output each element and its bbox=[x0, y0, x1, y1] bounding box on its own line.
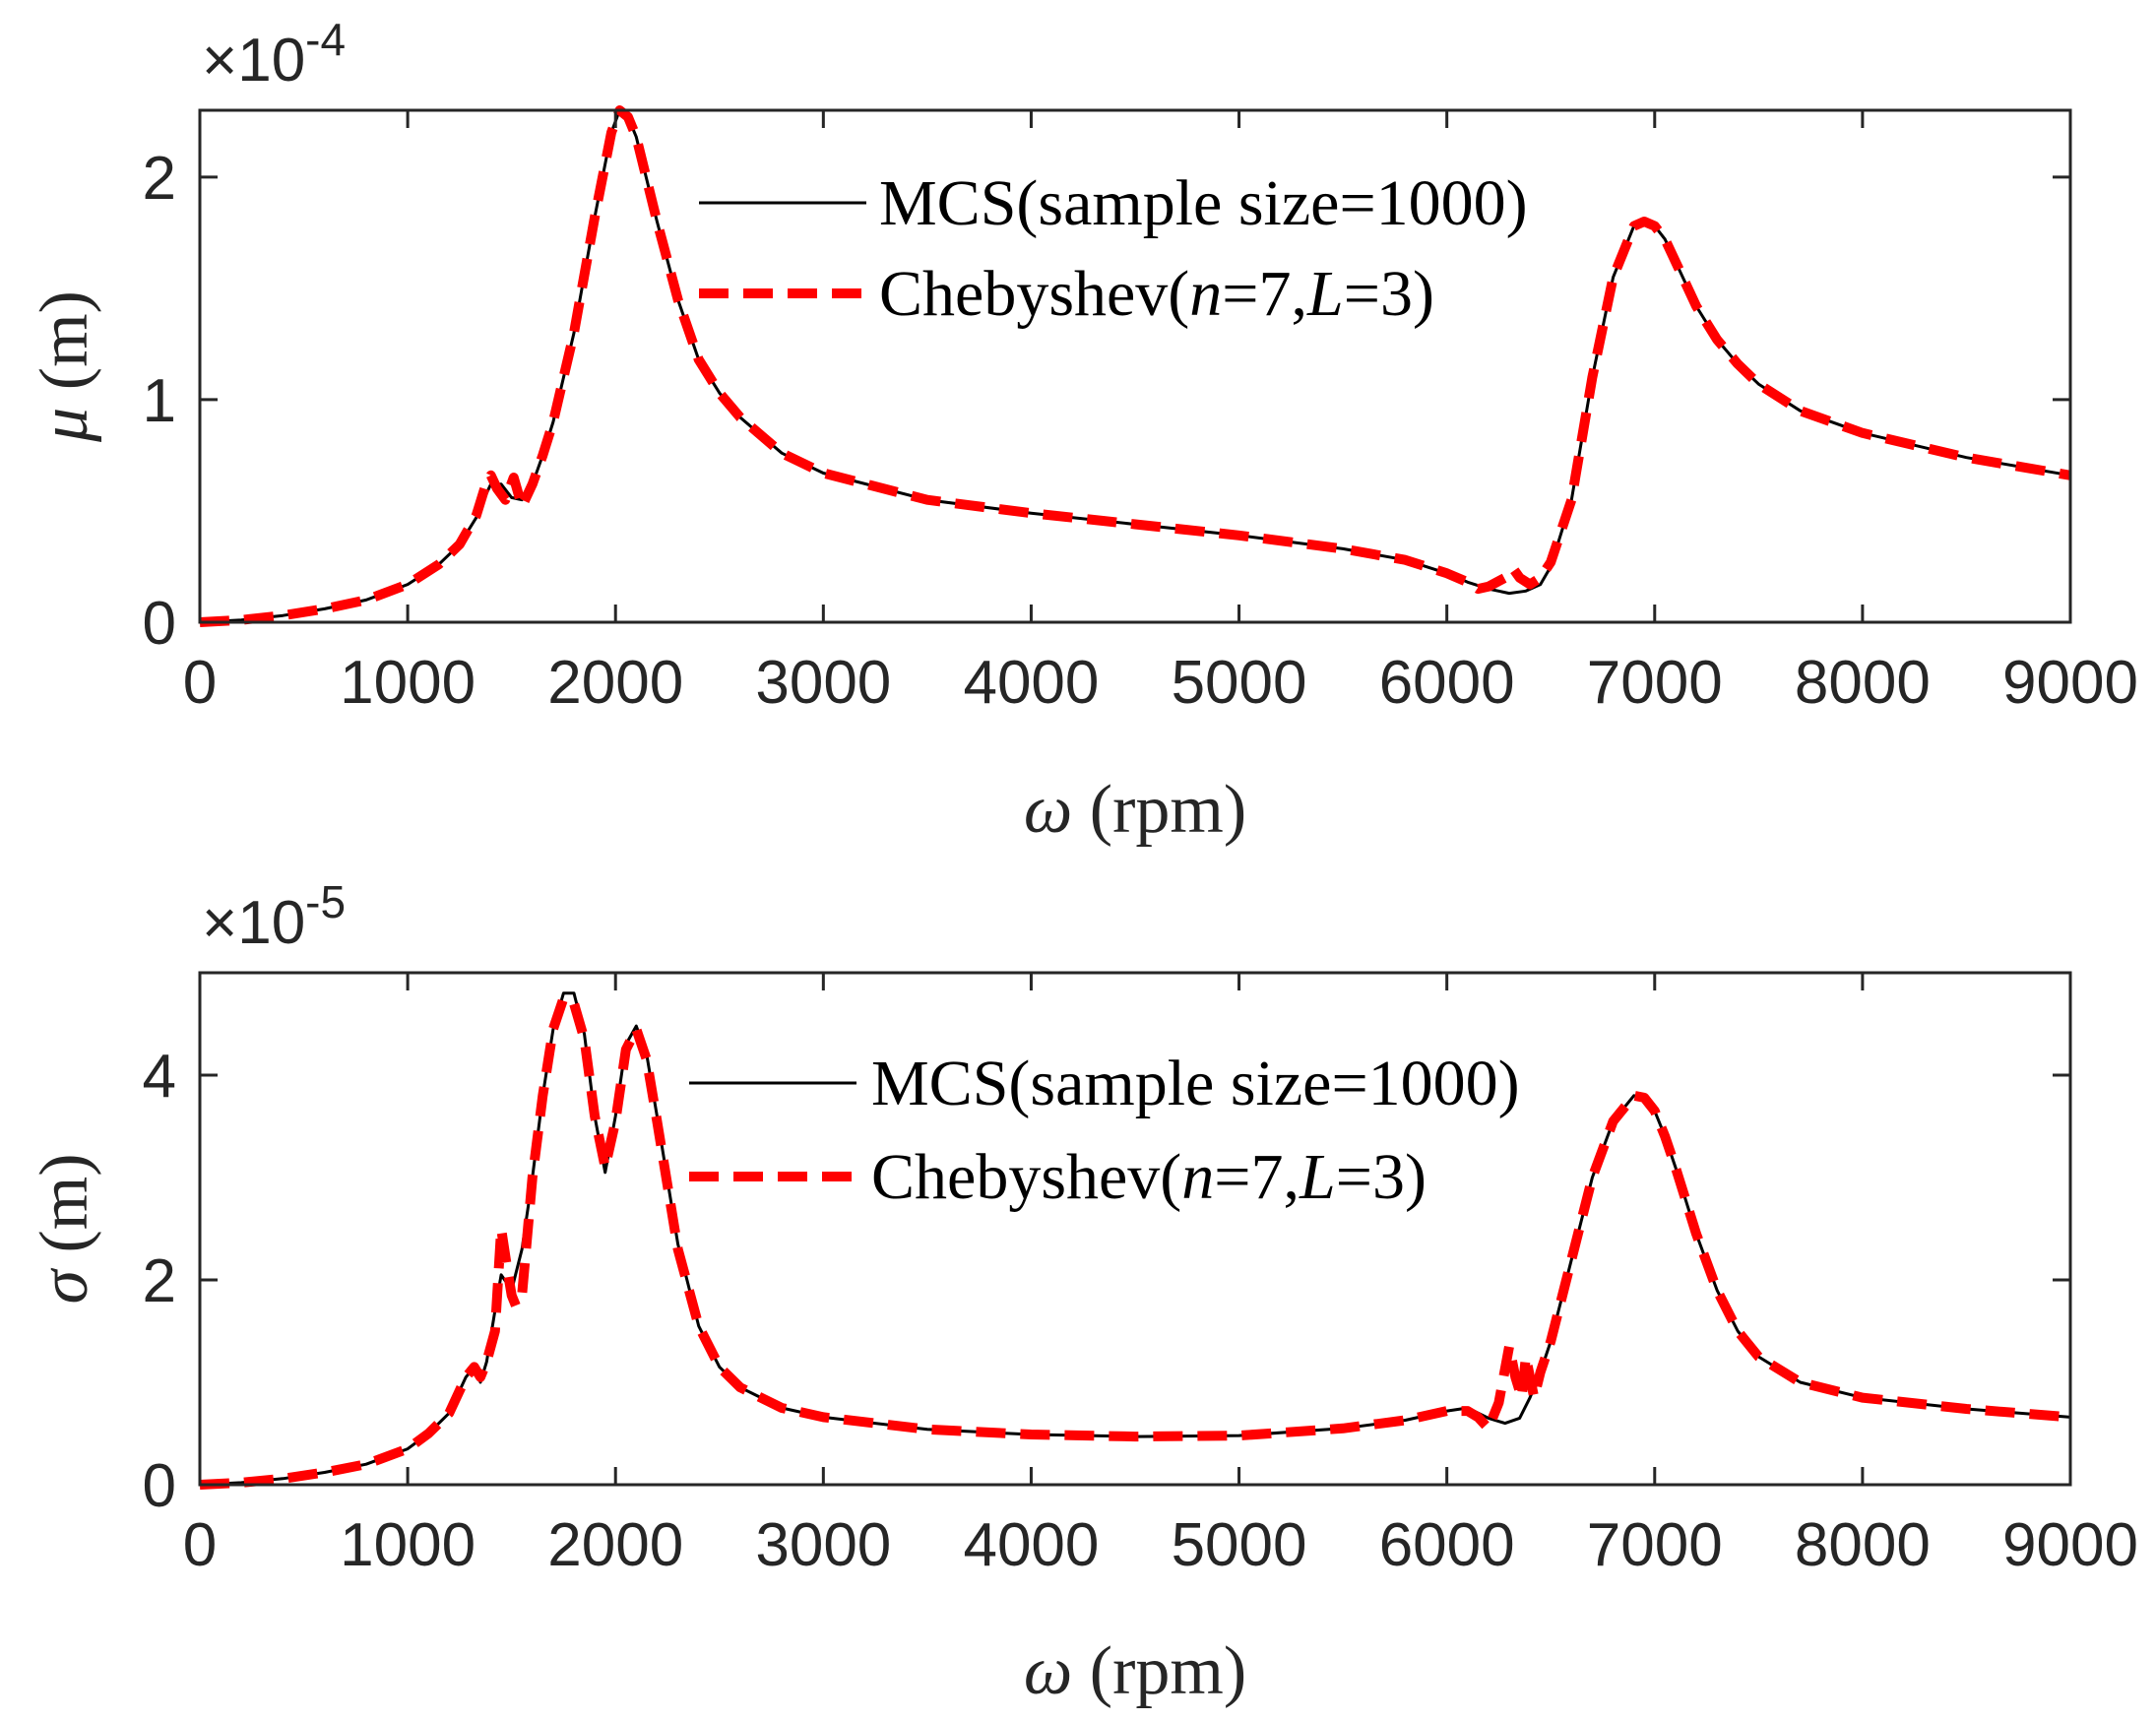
x-axis-label: ω (rpm) bbox=[1024, 1633, 1246, 1709]
x-tick-label: 0 bbox=[183, 649, 217, 717]
x-axis-label: ω (rpm) bbox=[1024, 772, 1246, 848]
legend-text-part: Chebyshev( bbox=[871, 1141, 1181, 1213]
y-tick-label: 2 bbox=[143, 145, 176, 213]
legend-text-part: Chebyshev( bbox=[879, 258, 1189, 330]
y-tick-label: 0 bbox=[143, 590, 176, 658]
legend: MCS(sample size=1000) Chebyshev(n=7,L=3) bbox=[689, 1048, 1520, 1213]
x-tick-label: 1000 bbox=[340, 649, 476, 717]
x-tick-label: 8000 bbox=[1795, 649, 1931, 717]
x-tick-label: 7000 bbox=[1587, 1511, 1723, 1579]
legend-text-part: =7, bbox=[1214, 1141, 1300, 1213]
legend-text-part: L bbox=[1306, 258, 1344, 330]
x-tick-label: 4000 bbox=[963, 649, 1099, 717]
x-tick-label: 9000 bbox=[2002, 1511, 2138, 1579]
x-tick-label: 9000 bbox=[2002, 649, 2138, 717]
y-tick-label: 2 bbox=[143, 1247, 176, 1315]
series-layer bbox=[199, 105, 2071, 627]
plot-area bbox=[200, 110, 2070, 622]
x-tick-label: 5000 bbox=[1172, 649, 1307, 717]
legend: MCS(sample size=1000) Chebyshev(n=7,L=3) bbox=[699, 167, 1528, 330]
series-line-chebyshev bbox=[199, 105, 2071, 627]
x-tick-label: 4000 bbox=[963, 1511, 1099, 1579]
y-axis-label: μ (m) bbox=[27, 290, 102, 443]
legend-text-part: n bbox=[1181, 1141, 1214, 1213]
x-tick-label: 7000 bbox=[1587, 649, 1723, 717]
x-tick-label: 1000 bbox=[340, 1511, 476, 1579]
axis-ticks: 0 1000 2000 3000 4000 5000 6000 7000 8000 9000 0 2 4 bbox=[143, 973, 2138, 1579]
y-axis-label: σ (m) bbox=[27, 1153, 102, 1304]
y-tick-label: 1 bbox=[143, 367, 176, 435]
axes-box bbox=[198, 971, 2072, 1487]
plot-area bbox=[200, 973, 2070, 1485]
axes-box bbox=[198, 108, 2072, 624]
mean-response-chart: 0 1000 2000 3000 4000 5000 6000 7000 8000 9000 0 1 2… bbox=[27, 14, 2138, 848]
x-tick-label: 2000 bbox=[547, 649, 683, 717]
y-exponent-label: ×10-4 bbox=[202, 14, 346, 95]
x-tick-label: 5000 bbox=[1172, 1511, 1307, 1579]
x-tick-label: 3000 bbox=[755, 649, 891, 717]
x-tick-label: 2000 bbox=[547, 1511, 683, 1579]
legend-text-part: =7, bbox=[1222, 258, 1307, 330]
x-tick-label: 6000 bbox=[1379, 1511, 1515, 1579]
series-line-chebyshev bbox=[199, 993, 2071, 1490]
y-exponent-label: ×10-5 bbox=[202, 876, 346, 957]
y-tick-label: 0 bbox=[143, 1452, 176, 1520]
x-tick-label: 0 bbox=[183, 1511, 217, 1579]
legend-text-part: n bbox=[1189, 258, 1222, 330]
legend-text-part: =3) bbox=[1336, 1141, 1427, 1213]
y-tick-label: 4 bbox=[143, 1043, 176, 1111]
axis-ticks: 0 1000 2000 3000 4000 5000 6000 7000 8000 9000 0 1 2 bbox=[143, 110, 2138, 717]
legend-label-chebyshev: Chebyshev(n=7,L=3) bbox=[879, 258, 1434, 330]
std-response-chart: 0 1000 2000 3000 4000 5000 6000 7000 8000 9000 0 2 4… bbox=[27, 876, 2138, 1709]
x-tick-label: 8000 bbox=[1795, 1511, 1931, 1579]
legend-label-mcs: MCS(sample size=1000) bbox=[879, 167, 1528, 239]
x-tick-label: 6000 bbox=[1379, 649, 1515, 717]
legend-text-part: =3) bbox=[1344, 258, 1434, 330]
legend-text-part: L bbox=[1299, 1141, 1336, 1213]
legend-label-chebyshev: Chebyshev(n=7,L=3) bbox=[871, 1141, 1427, 1213]
x-tick-label: 3000 bbox=[755, 1511, 891, 1579]
legend-label-mcs: MCS(sample size=1000) bbox=[871, 1048, 1520, 1119]
series-layer bbox=[199, 991, 2071, 1490]
